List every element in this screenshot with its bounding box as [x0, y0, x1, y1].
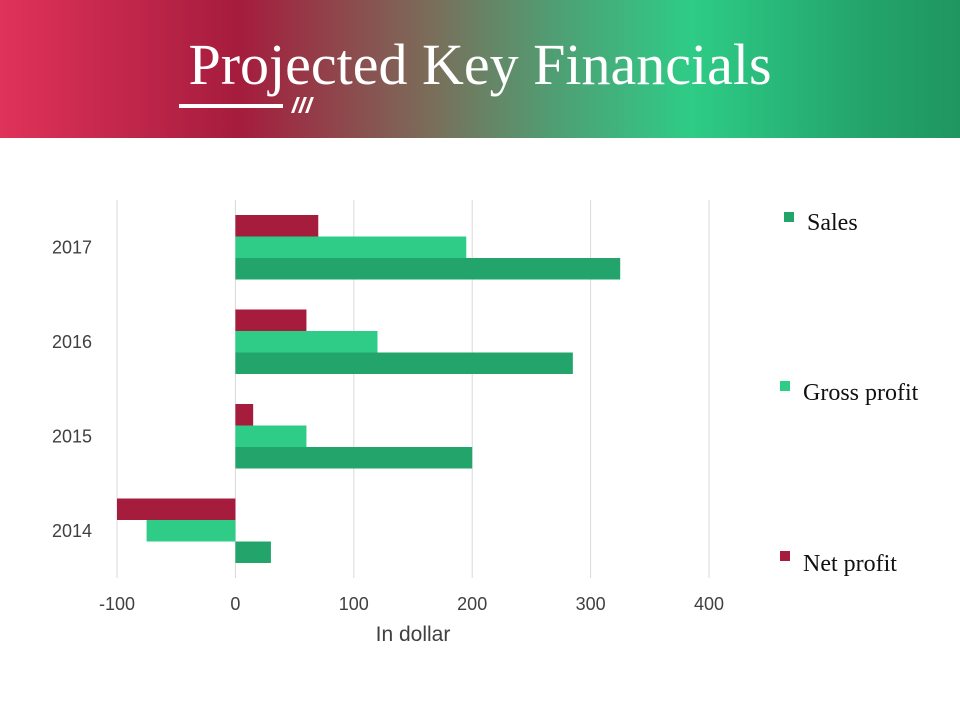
legend-label: Sales: [807, 210, 858, 236]
bar-net-profit: [235, 215, 319, 237]
title-underline: [179, 104, 283, 108]
bar-gross-profit: [235, 236, 467, 258]
bar-net-profit: [235, 404, 254, 426]
x-tick-label: 400: [694, 594, 724, 614]
x-tick-label: 100: [339, 594, 369, 614]
x-tick-label: 300: [576, 594, 606, 614]
bar-gross-profit: [146, 520, 236, 542]
title-banner: [0, 0, 960, 138]
legend-marker: [780, 381, 790, 391]
y-category-label: 2014: [52, 521, 92, 541]
x-tick-label: 200: [457, 594, 487, 614]
legend-marker: [784, 212, 794, 222]
x-tick-label: 0: [230, 594, 240, 614]
y-category-label: 2017: [52, 237, 92, 257]
bar-gross-profit: [235, 425, 307, 447]
y-category-label: 2015: [52, 426, 92, 446]
y-category-label: 2016: [52, 332, 92, 352]
bar-sales: [235, 258, 621, 280]
x-axis-title: In dollar: [376, 623, 451, 646]
bar-net-profit: [117, 498, 236, 520]
legend-marker: [780, 551, 790, 561]
bar-gross-profit: [235, 331, 378, 353]
bar-sales: [235, 447, 473, 469]
bar-sales: [235, 352, 573, 374]
legend-label: Gross profit: [803, 380, 919, 406]
bar-sales: [235, 541, 271, 563]
bar-net-profit: [235, 309, 307, 331]
legend-label: Net profit: [803, 551, 897, 577]
x-tick-label: -100: [99, 594, 135, 614]
page-title: Projected Key Financials: [188, 32, 772, 97]
